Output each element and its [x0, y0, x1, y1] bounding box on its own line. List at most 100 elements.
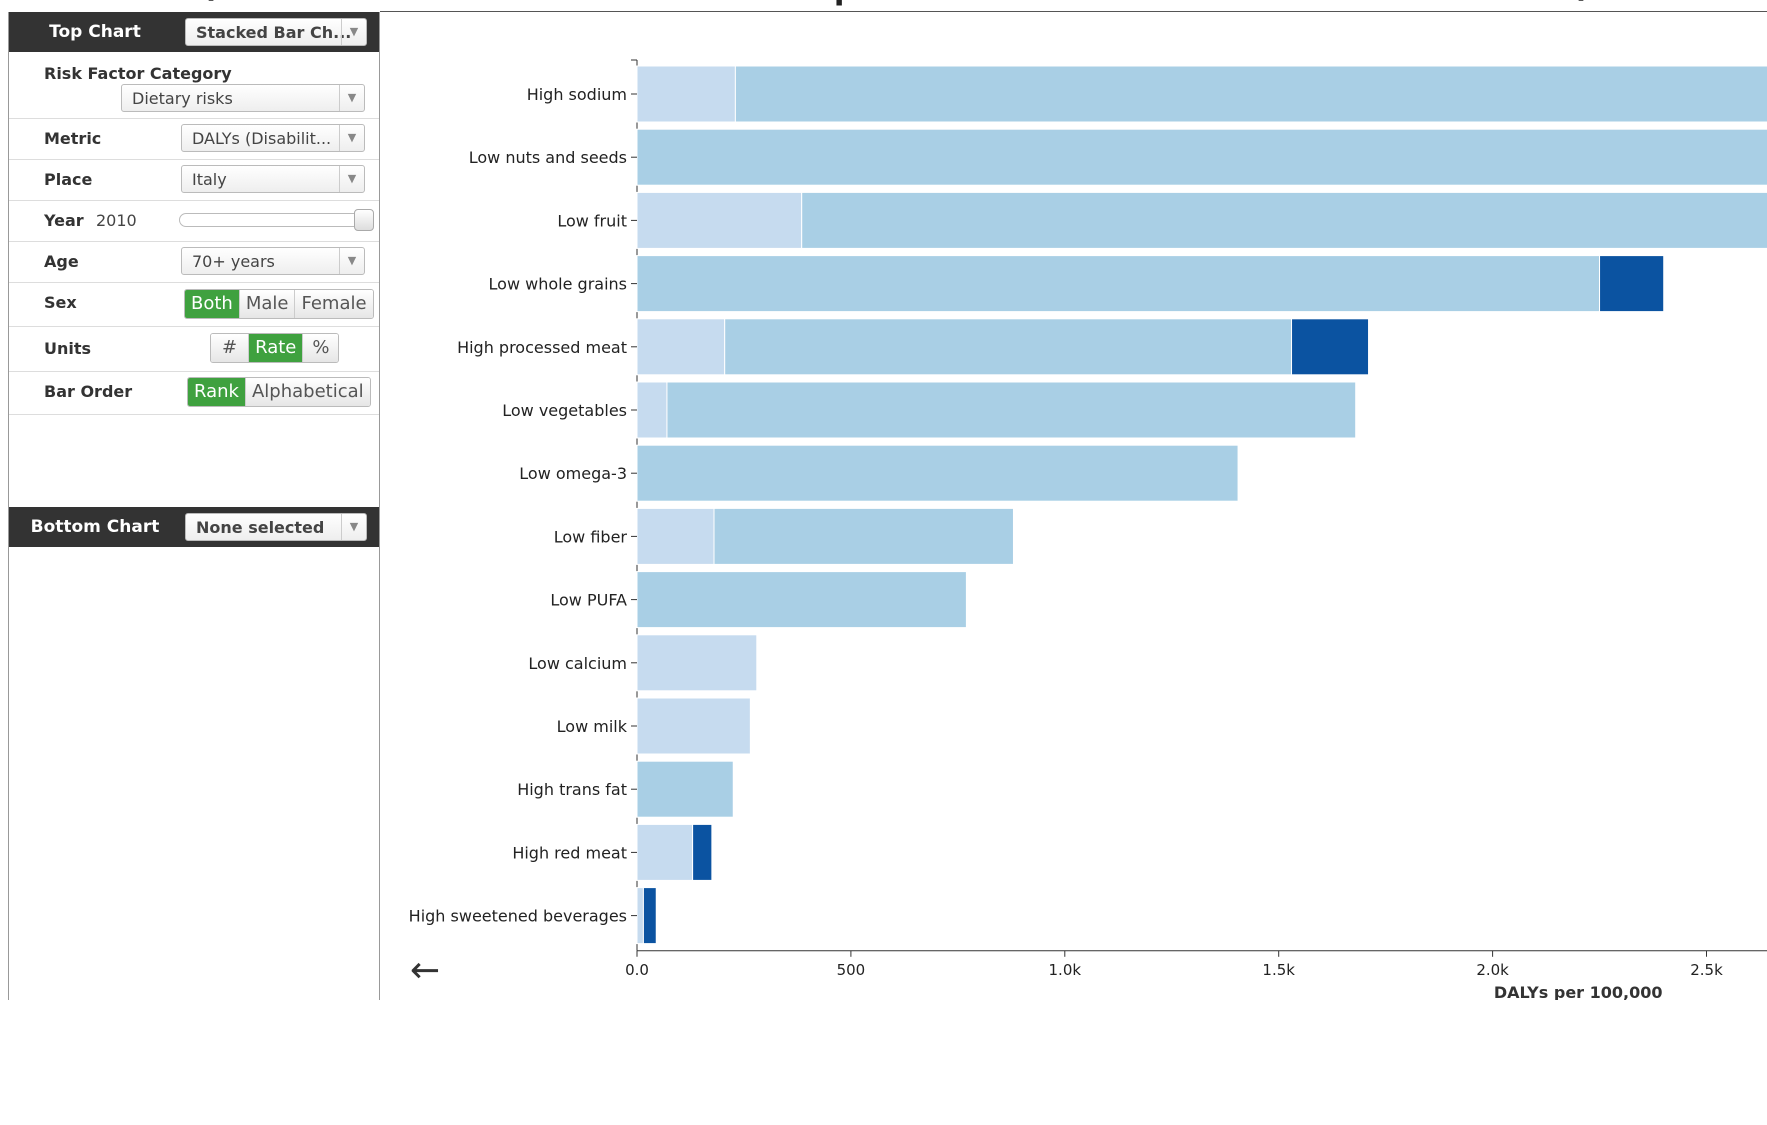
bar-segment[interactable] — [636, 318, 726, 376]
sex-option-both[interactable]: Both — [185, 290, 239, 318]
metric-label: Metric — [44, 129, 102, 148]
units-option-rate[interactable]: Rate — [248, 334, 303, 362]
slide-title: (da azioni centrali e promozione della s… — [195, 0, 1598, 8]
bottom-chart-select[interactable]: None selected ▼ — [185, 513, 367, 541]
bar-segment[interactable] — [1291, 318, 1370, 376]
age-value: 70+ years — [192, 252, 275, 271]
y-tick-label: Low milk — [557, 717, 628, 736]
bar-order-toggle: Rank Alphabetical — [187, 377, 371, 407]
y-tick-label: High trans fat — [517, 780, 627, 799]
bar-segment[interactable] — [636, 507, 715, 565]
risk-factor-label: Risk Factor Category — [44, 64, 232, 83]
y-tick-label: High sweetened beverages — [409, 907, 627, 926]
y-tick-label: Low whole grains — [489, 275, 627, 294]
bar-segment[interactable] — [636, 887, 644, 945]
stacked-bar-chart: High sodium Low nuts and seeds Low fruit Lo… — [380, 30, 1767, 1000]
bar-segment[interactable] — [636, 823, 694, 881]
bar-segment[interactable] — [636, 381, 668, 439]
sex-toggle: Both Male Female — [184, 289, 374, 319]
bar-segment[interactable] — [636, 634, 758, 692]
bar-segment[interactable] — [734, 65, 1767, 123]
risk-factor-row: Risk Factor Category Dietary risks ▼ — [9, 52, 379, 119]
age-label: Age — [44, 252, 79, 271]
metric-value: DALYs (Disabilit... — [192, 129, 332, 148]
x-tick-label: 500 — [837, 961, 866, 979]
bottom-chart-header: Bottom Chart None selected ▼ — [9, 507, 379, 547]
top-chart-select[interactable]: Stacked Bar Ch... ▼ — [185, 18, 367, 46]
y-tick-label: High sodium — [527, 85, 627, 104]
sex-row: Sex Both Male Female — [9, 283, 379, 327]
age-row: Age 70+ years ▼ — [9, 242, 379, 283]
bar-segment[interactable] — [642, 887, 657, 945]
metric-row: Metric DALYs (Disabilit... ▼ — [9, 119, 379, 160]
place-row: Place Italy ▼ — [9, 160, 379, 201]
bar-segment[interactable] — [636, 760, 734, 818]
chart-svg: High sodium Low nuts and seeds Low fruit Lo… — [409, 59, 1767, 1000]
x-tick-label: 0.0 — [625, 961, 649, 979]
units-option-percent[interactable]: % — [302, 334, 339, 362]
top-chart-select-value: Stacked Bar Ch... — [196, 23, 352, 42]
risk-factor-select[interactable]: Dietary risks ▼ — [121, 84, 365, 112]
title-rule — [380, 11, 1767, 12]
place-value: Italy — [192, 170, 227, 189]
bar-segment[interactable] — [636, 571, 967, 629]
chevron-down-icon: ▼ — [339, 125, 364, 151]
bar-order-option-alphabetical[interactable]: Alphabetical — [244, 378, 370, 406]
place-select[interactable]: Italy ▼ — [181, 165, 365, 193]
bar-order-option-rank[interactable]: Rank — [188, 378, 245, 406]
bar-segment[interactable] — [636, 444, 1239, 502]
chevron-down-icon: ▼ — [339, 248, 364, 274]
bar-segment[interactable] — [636, 255, 1601, 313]
year-slider[interactable] — [179, 209, 374, 231]
x-tick-label: 1.0k — [1049, 961, 1082, 979]
y-tick-label: Low calcium — [528, 654, 627, 673]
back-arrow-icon[interactable]: ← — [410, 950, 441, 991]
sex-option-male[interactable]: Male — [238, 290, 295, 318]
bar-segment[interactable] — [666, 381, 1357, 439]
year-row: Year 2010 — [9, 201, 379, 242]
y-tick-label: Low fruit — [557, 211, 627, 230]
chevron-down-icon: ▼ — [341, 19, 366, 45]
bar-segment[interactable] — [636, 128, 1767, 186]
y-tick-label: Low omega-3 — [519, 464, 627, 483]
year-value: 2010 — [96, 211, 137, 230]
place-label: Place — [44, 170, 93, 189]
chevron-down-icon: ▼ — [339, 85, 364, 111]
age-select[interactable]: 70+ years ▼ — [181, 247, 365, 275]
y-tick-label: High red meat — [512, 843, 627, 862]
bottom-chart-label: Bottom Chart — [30, 517, 160, 537]
year-slider-handle[interactable] — [354, 209, 374, 231]
risk-factor-value: Dietary risks — [132, 89, 233, 108]
chevron-down-icon: ▼ — [339, 166, 364, 192]
x-tick-label: 2.5k — [1690, 961, 1723, 979]
bottom-chart-select-value: None selected — [196, 518, 325, 537]
bar-segment[interactable] — [1599, 255, 1665, 313]
y-tick-label: Low vegetables — [502, 401, 627, 420]
year-label: Year — [44, 211, 84, 230]
x-tick-label: 2.0k — [1476, 961, 1509, 979]
bar-segment[interactable] — [724, 318, 1293, 376]
metric-select[interactable]: DALYs (Disabilit... ▼ — [181, 124, 365, 152]
bar-segment[interactable] — [636, 191, 803, 249]
top-chart-header: Top Chart Stacked Bar Ch... ▼ — [9, 12, 379, 52]
y-tick-label: Low PUFA — [550, 591, 627, 610]
x-tick-label: 1.5k — [1262, 961, 1295, 979]
sex-option-female[interactable]: Female — [294, 290, 373, 318]
bar-order-row: Bar Order Rank Alphabetical — [9, 372, 379, 415]
bar-order-label: Bar Order — [44, 382, 133, 401]
y-tick-label: High processed meat — [457, 338, 627, 357]
bar-segment[interactable] — [692, 823, 713, 881]
units-row: Units # Rate % — [9, 327, 379, 372]
bar-segment[interactable] — [713, 507, 1014, 565]
y-tick-label: Low fiber — [554, 527, 628, 546]
units-option-count[interactable]: # — [211, 334, 249, 362]
bar-segment[interactable] — [801, 191, 1767, 249]
y-tick-label: Low nuts and seeds — [469, 148, 627, 167]
top-chart-label: Top Chart — [49, 22, 141, 42]
bar-segment[interactable] — [636, 697, 751, 755]
x-axis-label: DALYs per 100,000 — [1494, 983, 1663, 1000]
chevron-down-icon: ▼ — [341, 514, 366, 540]
units-toggle: # Rate % — [210, 333, 340, 363]
sex-label: Sex — [44, 293, 77, 312]
bar-segment[interactable] — [636, 65, 736, 123]
